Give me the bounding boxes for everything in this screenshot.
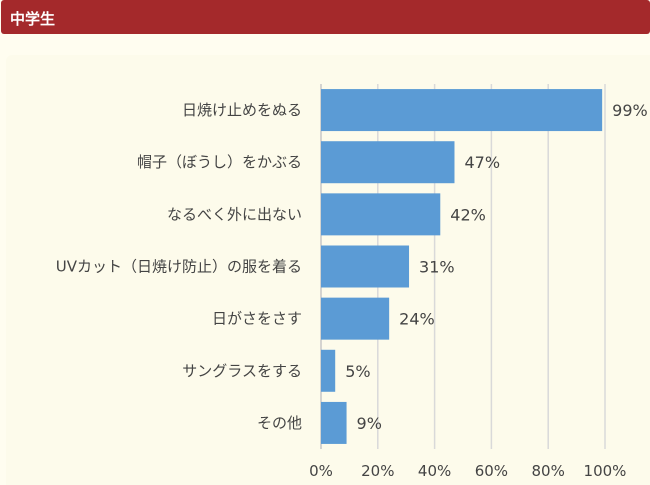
x-tick-label: 40% bbox=[418, 462, 451, 480]
bar bbox=[321, 245, 410, 288]
data-label: 47% bbox=[464, 153, 500, 172]
category-label: 帽子（ぼうし）をかぶる bbox=[137, 153, 302, 171]
section-title: 中学生 bbox=[10, 10, 56, 28]
x-tick-label: 20% bbox=[361, 462, 394, 480]
bar bbox=[321, 89, 603, 132]
category-label: なるべく外に出ない bbox=[167, 205, 302, 223]
x-tick-label: 0% bbox=[309, 462, 333, 480]
x-tick-label: 60% bbox=[475, 462, 508, 480]
x-tick-label: 100% bbox=[584, 462, 627, 480]
category-label: その他 bbox=[257, 414, 302, 432]
bar bbox=[321, 141, 455, 184]
bar bbox=[321, 401, 347, 444]
bar bbox=[321, 297, 390, 340]
category-label: サングラスをする bbox=[182, 362, 302, 380]
category-label: UVカット（日焼け防止）の服を着る bbox=[56, 258, 302, 276]
data-label: 9% bbox=[357, 414, 382, 433]
data-label: 5% bbox=[345, 362, 370, 381]
bar bbox=[321, 349, 336, 392]
x-tick-label: 80% bbox=[532, 462, 565, 480]
category-label: 日焼け止めをぬる bbox=[182, 101, 302, 119]
data-label: 99% bbox=[612, 101, 648, 120]
data-label: 42% bbox=[450, 205, 486, 224]
category-label: 日がさをさす bbox=[212, 310, 302, 328]
bar bbox=[321, 193, 441, 236]
section-header: 中学生 bbox=[1, 0, 650, 34]
data-label: 24% bbox=[399, 310, 435, 329]
data-label: 31% bbox=[419, 258, 455, 277]
